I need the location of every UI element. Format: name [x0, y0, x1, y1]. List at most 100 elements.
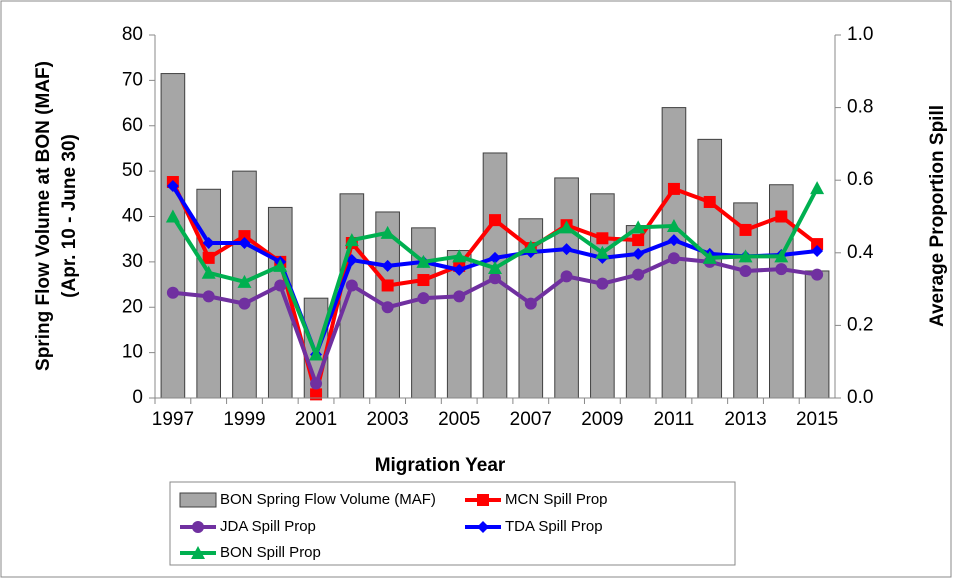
point [345, 254, 358, 267]
x-tick-label: 2015 [796, 409, 838, 430]
point [666, 218, 681, 232]
point [381, 259, 394, 272]
y2-tick-label: 0.0 [847, 387, 873, 408]
bar [160, 73, 186, 399]
point [595, 245, 610, 259]
point [489, 272, 501, 285]
point [811, 268, 824, 281]
x-tick-label: 1997 [152, 409, 194, 430]
bar [590, 193, 615, 399]
point [667, 234, 680, 247]
y2-tick-label: 0.4 [847, 242, 874, 263]
point [631, 220, 646, 234]
x-tick-label: 2009 [581, 409, 623, 430]
y-axis-title: Spring Flow Volume at BON (MAF) [33, 61, 54, 371]
point [489, 251, 501, 264]
point [274, 279, 287, 292]
point [739, 223, 752, 236]
point [453, 263, 466, 276]
point [559, 220, 574, 234]
y-tick-label: 0 [132, 387, 143, 408]
y-tick-label: 30 [122, 251, 143, 272]
point [560, 243, 573, 256]
bar [697, 138, 723, 399]
point [775, 210, 788, 223]
point [416, 254, 431, 268]
point [273, 258, 288, 272]
point [166, 180, 179, 193]
point [667, 182, 680, 195]
x-tick-label: 2003 [366, 409, 408, 430]
y2-tick-label: 0.2 [847, 314, 873, 335]
legend-label: BON Spring Flow Volume (MAF) [220, 491, 436, 508]
point [166, 286, 179, 299]
point [523, 239, 538, 253]
point [524, 297, 537, 310]
point [309, 347, 324, 361]
point [238, 236, 251, 249]
y2-tick-label: 0.6 [847, 169, 873, 190]
point [596, 277, 609, 290]
point [739, 264, 752, 277]
legend-marker [191, 546, 205, 559]
y2-axis-title: Average Proportion Spill [927, 105, 948, 327]
point [238, 297, 251, 310]
point [738, 249, 753, 263]
point [381, 279, 394, 292]
legend-marker [477, 494, 489, 506]
x-tick-label: 2001 [295, 409, 337, 430]
y-tick-label: 40 [122, 206, 143, 227]
point [165, 209, 180, 223]
point [381, 301, 394, 314]
y-axis-title: (Apr. 10 - June 30) [59, 134, 80, 298]
point [202, 290, 215, 303]
point [810, 181, 825, 195]
x-axis-title: Migration Year [375, 455, 506, 476]
point [202, 251, 215, 264]
y-tick-label: 10 [122, 342, 143, 363]
point [417, 292, 430, 305]
point [775, 263, 788, 276]
point [453, 290, 466, 303]
point [703, 195, 716, 208]
point [632, 247, 645, 260]
x-tick-label: 2011 [654, 409, 695, 430]
y2-tick-label: 1.0 [847, 24, 873, 45]
point [380, 225, 395, 239]
legend-swatch [179, 492, 217, 508]
legend-label: MCN Spill Prop [505, 491, 608, 508]
x-tick-label: 2007 [510, 409, 552, 430]
point [310, 377, 323, 390]
bar [804, 270, 830, 399]
point [811, 238, 824, 251]
point [488, 261, 502, 275]
point [702, 250, 717, 264]
legend-marker [477, 521, 489, 533]
point [632, 268, 645, 281]
y-tick-label: 60 [122, 115, 143, 136]
y-tick-label: 70 [122, 69, 143, 90]
point [632, 234, 645, 247]
legend-marker [192, 521, 204, 533]
point [237, 274, 252, 288]
point [452, 249, 467, 263]
point [202, 236, 215, 249]
point [238, 230, 251, 243]
legend-label: TDA Spill Prop [505, 518, 603, 535]
x-tick-label: 1999 [223, 409, 265, 430]
legend-label: JDA Spill Prop [220, 518, 316, 535]
point [489, 214, 501, 227]
x-tick-label: 2005 [438, 409, 480, 430]
y-tick-label: 80 [122, 24, 143, 45]
x-tick-label: 2013 [724, 409, 766, 430]
point [344, 233, 359, 247]
bar [339, 193, 365, 399]
bar [554, 177, 579, 399]
point [345, 279, 358, 292]
y-tick-label: 50 [122, 160, 143, 181]
y2-tick-label: 0.8 [847, 97, 873, 118]
point [774, 249, 789, 263]
point [201, 265, 216, 279]
point [596, 232, 609, 245]
